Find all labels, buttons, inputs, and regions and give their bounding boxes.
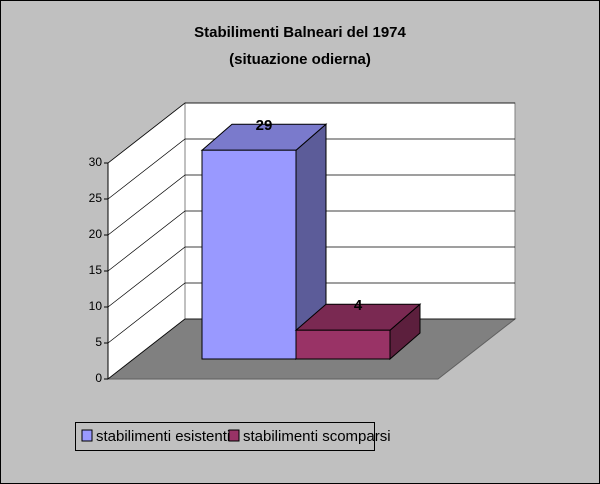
legend-label: stabilimenti esistenti [96, 428, 230, 445]
grid-line [107, 282, 515, 344]
bar-front [295, 329, 391, 360]
chart-subtitle: (situazione odierna) [229, 51, 371, 68]
bar [200, 123, 328, 361]
legend-label: stabilimenti scomparsi [243, 428, 391, 445]
y-tick-label: 10 [89, 299, 103, 313]
legend [75, 422, 375, 451]
y-tick-label: 20 [89, 227, 103, 241]
y-tick-label: 15 [89, 263, 103, 277]
chart-title: Stabilimenti Balneari del 1974 [194, 24, 406, 41]
y-tick-label: 5 [95, 335, 102, 349]
bar-front [201, 149, 297, 360]
y-tick-label: 25 [89, 191, 103, 205]
grid: 0 5 10 15 20 25 30 [89, 102, 515, 385]
grid-line [107, 246, 515, 308]
data-label: 4 [354, 297, 363, 314]
legend-swatch [228, 429, 240, 442]
bar [294, 303, 422, 361]
grid-line [107, 210, 515, 272]
legend-items: stabilimenti esistenti stabilimenti scomp… [81, 428, 391, 445]
bars: 29 4 [200, 117, 422, 361]
y-tick-label: 30 [89, 155, 103, 169]
grid-line [107, 174, 515, 236]
y-tick-label: 0 [95, 371, 102, 385]
grid-line [107, 138, 515, 200]
grid-line [107, 102, 515, 164]
data-label: 29 [256, 117, 273, 134]
legend-swatch [81, 429, 93, 442]
